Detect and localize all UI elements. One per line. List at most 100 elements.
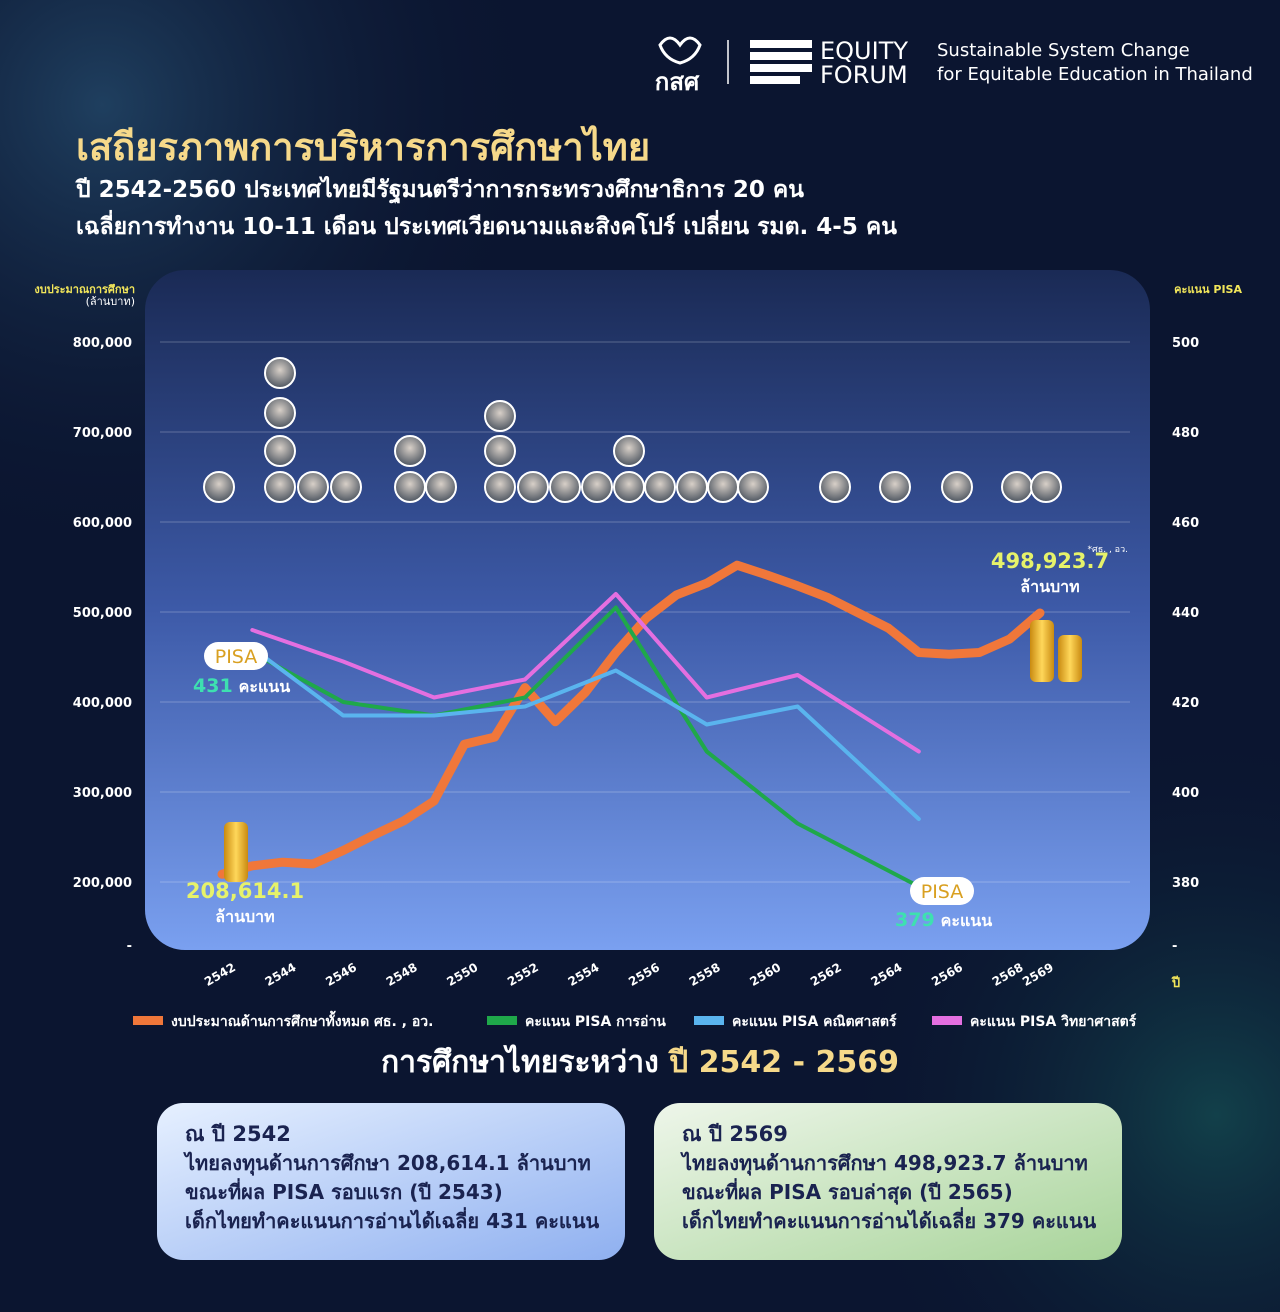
y-tick-label: 600,000 [73,516,132,531]
summary-heading-text: การศึกษาไทยระหว่าง [381,1044,669,1080]
score-value: 431 [193,675,233,697]
y-axis-title: (ล้านบาท) [86,295,135,308]
brand-text: FORUM [820,61,908,89]
summary-heading-years: ปี 2542 - 2569 [667,1045,899,1080]
portrait [394,435,426,467]
legend-swatch [694,1016,724,1025]
portrait [264,397,296,429]
legend-swatch [133,1016,163,1025]
summary-card [157,1103,625,1260]
score-label: 431 คะแนน [193,675,290,697]
y-tick-label: 300,000 [73,786,132,801]
coins [224,620,1082,882]
portrait [581,471,613,503]
plot-area [145,270,1150,950]
portrait [819,471,851,503]
y2-tick-label: 440 [1172,606,1199,621]
series-line [250,592,921,754]
data-label: 498,923.7 [991,549,1109,573]
title: เสถียรภาพการบริหารการศึกษาไทย [76,125,650,169]
pisa-badge-text: PISA [215,646,257,668]
y-axis-title: งบประมาณการศึกษา [34,283,135,296]
y2-tick-label: 420 [1172,696,1199,711]
portrait [613,471,645,503]
portrait [613,435,645,467]
score-unit: คะแนน [941,911,993,930]
score-value: 379 [895,909,935,931]
brand-text: EQUITY [820,37,908,65]
portrait [549,471,581,503]
portrait [737,471,769,503]
portrait [330,471,362,503]
y2-tick-label: 380 [1172,876,1199,891]
summary-heading: การศึกษาไทยระหว่าง ปี 2542 - 2569 [381,1044,899,1080]
portrait [264,435,296,467]
portrait [264,357,296,389]
y2-tick-label: 500 [1172,336,1199,351]
y-tick-label: 800,000 [73,336,132,351]
card-line: เด็กไทยทำคะแนนการอ่านได้เฉลี่ย 379 คะแนน [682,1206,1096,1233]
portrait [879,471,911,503]
source-note: *ศธ. , อว. [1088,545,1128,555]
coin-stack [1058,635,1082,682]
portrait [676,471,708,503]
y2-axis-title: คะแนน PISA [1174,283,1242,296]
y-tick-label: 400,000 [73,696,132,711]
coin-stack [1030,620,1054,682]
legend-label: คะแนน PISA คณิตศาสตร์ [732,1013,897,1030]
legend-label: คะแนน PISA วิทยาศาสตร์ [970,1013,1137,1030]
legend-label: คะแนน PISA การอ่าน [525,1014,666,1030]
portrait [644,471,676,503]
logo: กสศ EQUITY FORUM Sustainable System Chan… [655,36,1253,96]
card-line: ขณะที่ผล PISA รอบแรก (ปี 2543) [185,1177,503,1204]
legend-label: งบประมาณด้านการศึกษาทั้งหมด ศธ. , อว. [171,1010,433,1030]
card-title: ณ ปี 2542 [185,1122,291,1146]
portrait [425,471,457,503]
portrait [484,471,516,503]
data-label-unit: ล้านบาท [215,907,274,926]
portrait [203,471,235,503]
chart: - 200,000 300,000 400,000 500,000 600,000 700,… [73,336,1199,1030]
brand-mark [750,40,812,84]
pisa-badge [204,642,268,670]
portrait [707,471,739,503]
tagline: Sustainable System Change [937,40,1190,61]
pisa-badge [910,877,974,905]
portrait [484,400,516,432]
y2-tick-label: 400 [1172,786,1199,801]
summary-card [654,1103,1122,1260]
y2-tick-label: - [1172,939,1177,954]
card-line: เด็กไทยทำคะแนนการอ่านได้เฉลี่ย 431 คะแนน [185,1206,599,1233]
legend-swatch [487,1016,517,1025]
subtitle: ปี 2542-2560 ประเทศไทยมีรัฐมนตรีว่าการกร… [74,175,804,204]
score-label: 379 คะแนน [895,909,992,931]
pisa-badge-text: PISA [921,881,963,903]
card-title: ณ ปี 2569 [682,1122,788,1146]
subtitle: เฉลี่ยการทำงาน 10-11 เดือน ประเทศเวียดนา… [76,209,897,240]
x-axis-title: ปี [1171,975,1180,991]
coin-stack [224,822,248,882]
portrait [297,471,329,503]
logo-text: กสศ [655,68,700,96]
series-line [250,646,921,821]
score-unit: คะแนน [239,677,291,696]
series-line [250,605,921,889]
summary-cards: ณ ปี 2542 ไทยลงทุนด้านการศึกษา 208,614.1 … [183,1122,1096,1233]
card-line: ไทยลงทุนด้านการศึกษา 498,923.7 ล้านบาท [680,1151,1088,1176]
y2-tick-label: 460 [1172,516,1199,531]
data-label: 208,614.1 [186,879,304,903]
y-tick-label: 700,000 [73,426,132,441]
portrait [1030,471,1062,503]
y-tick-label: 500,000 [73,606,132,621]
data-label-unit: ล้านบาท [1020,577,1079,596]
portrait [484,435,516,467]
portrait [941,471,973,503]
legend-swatch [932,1016,962,1025]
tagline: for Equitable Education in Thailand [937,64,1253,85]
portrait [1001,471,1033,503]
y-tick-label: - [127,939,132,954]
y2-tick-label: 480 [1172,426,1199,441]
card-line: ขณะที่ผล PISA รอบล่าสุด (ปี 2565) [682,1177,1013,1205]
series-line [217,560,1045,879]
